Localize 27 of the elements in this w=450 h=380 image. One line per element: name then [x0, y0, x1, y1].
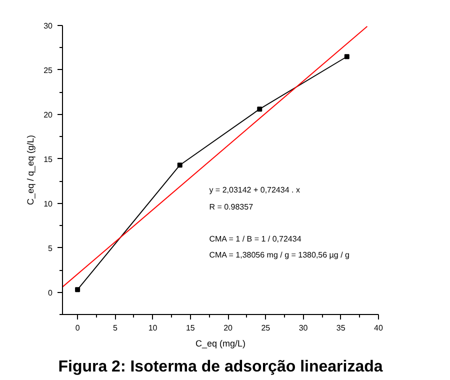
x-tick-label: 0 [75, 324, 80, 332]
x-tick-label: 10 [148, 324, 158, 332]
x-tick-label: 25 [261, 324, 271, 332]
x-tick-label: 30 [298, 324, 308, 332]
y-tick-label: 25 [44, 66, 54, 75]
y-axis-title: C_eq / q_eq (g/L) [26, 134, 36, 206]
point [177, 162, 182, 168]
x-tick-label: 5 [112, 324, 118, 332]
point [257, 106, 262, 112]
x-tick-label: 40 [374, 324, 384, 332]
y-tick-label: 30 [44, 22, 54, 30]
point [344, 54, 350, 60]
x-tick-label: 20 [224, 324, 234, 332]
x-tick-label: 35 [336, 324, 346, 332]
annotation: R = 0.98357 [209, 202, 254, 212]
annotation: CMA = 1 / B = 1 / 0,72434 [209, 234, 302, 244]
y-tick-label: 15 [44, 154, 54, 164]
text: Figura 2: Isoterma de adsorção linearizada [58, 358, 383, 376]
point [75, 287, 80, 292]
y-tick-label: 0 [48, 288, 54, 298]
y-tick-label: 10 [44, 199, 54, 208]
annotation: CMA = 1,38056 mg / g = 1380,56 µg / g [209, 250, 350, 260]
x-tick-label: 15 [186, 324, 196, 332]
annotation: y = 2,03142 + 0,72434 . x [209, 186, 300, 195]
x-axis-title: C_eq (mg/L) [195, 338, 246, 348]
y-tick-label: 5 [48, 244, 54, 253]
y-tick-label: 20 [44, 110, 54, 120]
